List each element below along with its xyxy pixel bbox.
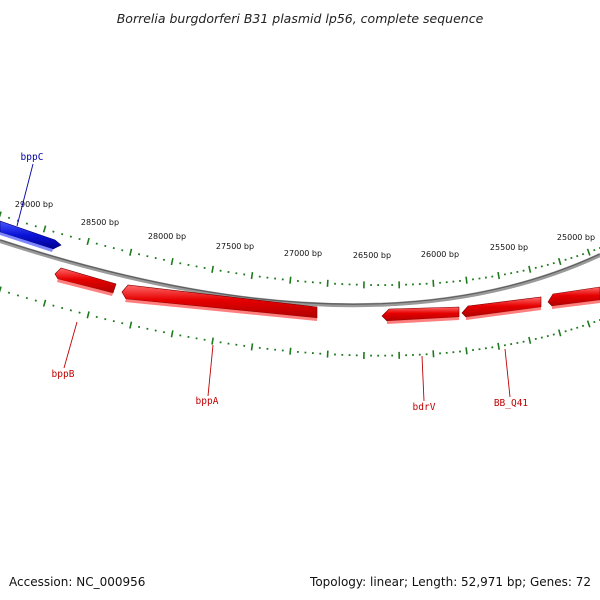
gene-partial-right[interactable] [547, 286, 600, 309]
major-tick [129, 321, 133, 329]
scale-label: 28500 bp [81, 218, 119, 227]
gene-bdrV[interactable] [381, 306, 460, 324]
major-tick [86, 237, 90, 245]
major-tick [465, 276, 468, 284]
scale-label: 26000 bp [421, 250, 459, 259]
gene-label-bdrV: bdrV [413, 402, 436, 413]
major-tick [0, 211, 2, 218]
minor-tick [564, 330, 567, 333]
gene-label-bppC: bppC [21, 152, 44, 163]
major-tick [557, 257, 562, 266]
scale-label: 26500 bp [353, 251, 391, 260]
major-tick [42, 299, 47, 307]
major-tick [465, 347, 468, 355]
label-leaders [16, 163, 511, 402]
map-title: Borrelia burgdorferi B31 plasmid lp56, c… [117, 11, 484, 26]
scale-label: 29000 bp [15, 200, 53, 209]
major-tick [528, 265, 532, 273]
major-tick [170, 257, 174, 266]
major-tick [497, 342, 500, 350]
major-tick [289, 276, 292, 284]
inner-tick-ring [0, 286, 600, 360]
major-tick [586, 320, 591, 328]
minor-tick [564, 258, 567, 261]
minor-tick [7, 291, 11, 294]
minor-tick [570, 256, 573, 260]
major-tick [289, 347, 292, 355]
minor-tick [25, 296, 29, 300]
scale-labels: 29000 bp 28500 bp 28000 bp 27500 bp 2700… [15, 200, 595, 260]
sequence-backbone [0, 239, 600, 308]
summary-label: Topology: linear; Length: 52,971 bp; Gen… [309, 575, 591, 589]
gene-bppC[interactable] [0, 220, 62, 252]
gene-label-bppA: bppA [196, 396, 219, 407]
major-tick [250, 271, 254, 280]
gene-BB_Q41[interactable] [461, 296, 542, 320]
minor-tick [576, 326, 579, 329]
major-tick [497, 271, 500, 280]
minor-tick [570, 328, 573, 331]
minor-tick [581, 324, 585, 328]
leader-line [421, 355, 425, 402]
major-tick [250, 343, 254, 351]
scale-label: 25500 bp [490, 243, 528, 252]
minor-tick [576, 254, 579, 258]
leader-line [16, 163, 34, 227]
leader-line [504, 348, 511, 398]
accession-label: Accession: NC_000956 [9, 575, 145, 589]
minor-tick [581, 253, 585, 256]
major-tick [170, 330, 174, 338]
minor-tick [593, 248, 596, 252]
minor-tick [61, 233, 64, 236]
gene-label-bppB: bppB [52, 369, 75, 380]
major-tick [0, 286, 2, 293]
minor-tick [52, 230, 55, 233]
major-tick [558, 329, 562, 337]
scale-label: 27000 bp [284, 249, 322, 258]
major-tick [211, 265, 214, 273]
gene-bppB[interactable] [54, 267, 117, 296]
minor-tick [7, 216, 11, 220]
scale-label: 25000 bp [557, 233, 595, 242]
gene-label-BB_Q41: BB_Q41 [494, 398, 529, 409]
minor-tick [25, 222, 29, 225]
minor-tick [16, 294, 20, 297]
gene-bppA[interactable] [121, 284, 318, 321]
major-tick [586, 248, 591, 256]
major-tick [129, 248, 133, 256]
scale-label: 27500 bp [216, 242, 254, 251]
leader-line [63, 321, 78, 369]
minor-tick [34, 225, 37, 228]
major-tick [528, 336, 532, 344]
major-tick [86, 311, 90, 319]
minor-tick [593, 320, 596, 324]
major-tick [211, 337, 214, 345]
major-tick [42, 225, 47, 233]
scale-label: 28000 bp [148, 232, 186, 241]
leader-line [207, 344, 214, 397]
